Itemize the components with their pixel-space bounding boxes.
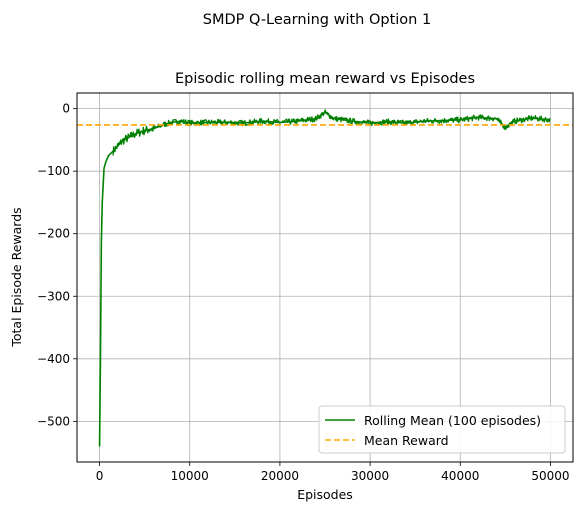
plot-frame — [76, 92, 574, 463]
x-tick-label: 50000 — [531, 469, 569, 483]
x-tick-label: 0 — [96, 469, 104, 483]
x-ticks: 0 10000 20000 30000 40000 50000 — [96, 462, 570, 483]
x-axis-label: Episodes — [297, 487, 353, 502]
rolling-mean-jitter — [112, 109, 551, 156]
rolling-mean-line — [98, 111, 551, 447]
y-tick-label: −100 — [37, 164, 70, 178]
y-tick-label: −300 — [37, 289, 70, 303]
legend-label-mean-reward: Mean Reward — [364, 433, 449, 448]
x-tick-label: 30000 — [351, 469, 389, 483]
legend-box — [318, 405, 566, 454]
x-tick-label: 10000 — [171, 469, 209, 483]
x-tick-label: 20000 — [261, 469, 299, 483]
figure-suptitle: SMDP Q-Learning with Option 1 — [203, 12, 431, 28]
y-ticks: −500 −400 −300 −200 −100 0 — [37, 102, 77, 428]
y-tick-label: −500 — [37, 414, 70, 428]
series-layer — [77, 109, 573, 447]
y-tick-label: 0 — [62, 102, 70, 116]
chart-title: Episodic rolling mean reward vs Episodes — [175, 71, 475, 87]
grid — [77, 93, 573, 462]
y-tick-label: −400 — [37, 352, 70, 366]
legend: Rolling Mean (100 episodes) Mean Reward — [318, 405, 566, 454]
y-axis-label: Total Episode Rewards — [9, 207, 24, 347]
y-tick-label: −200 — [37, 227, 70, 241]
x-tick-label: 40000 — [441, 469, 479, 483]
legend-label-rolling-mean: Rolling Mean (100 episodes) — [364, 413, 541, 428]
